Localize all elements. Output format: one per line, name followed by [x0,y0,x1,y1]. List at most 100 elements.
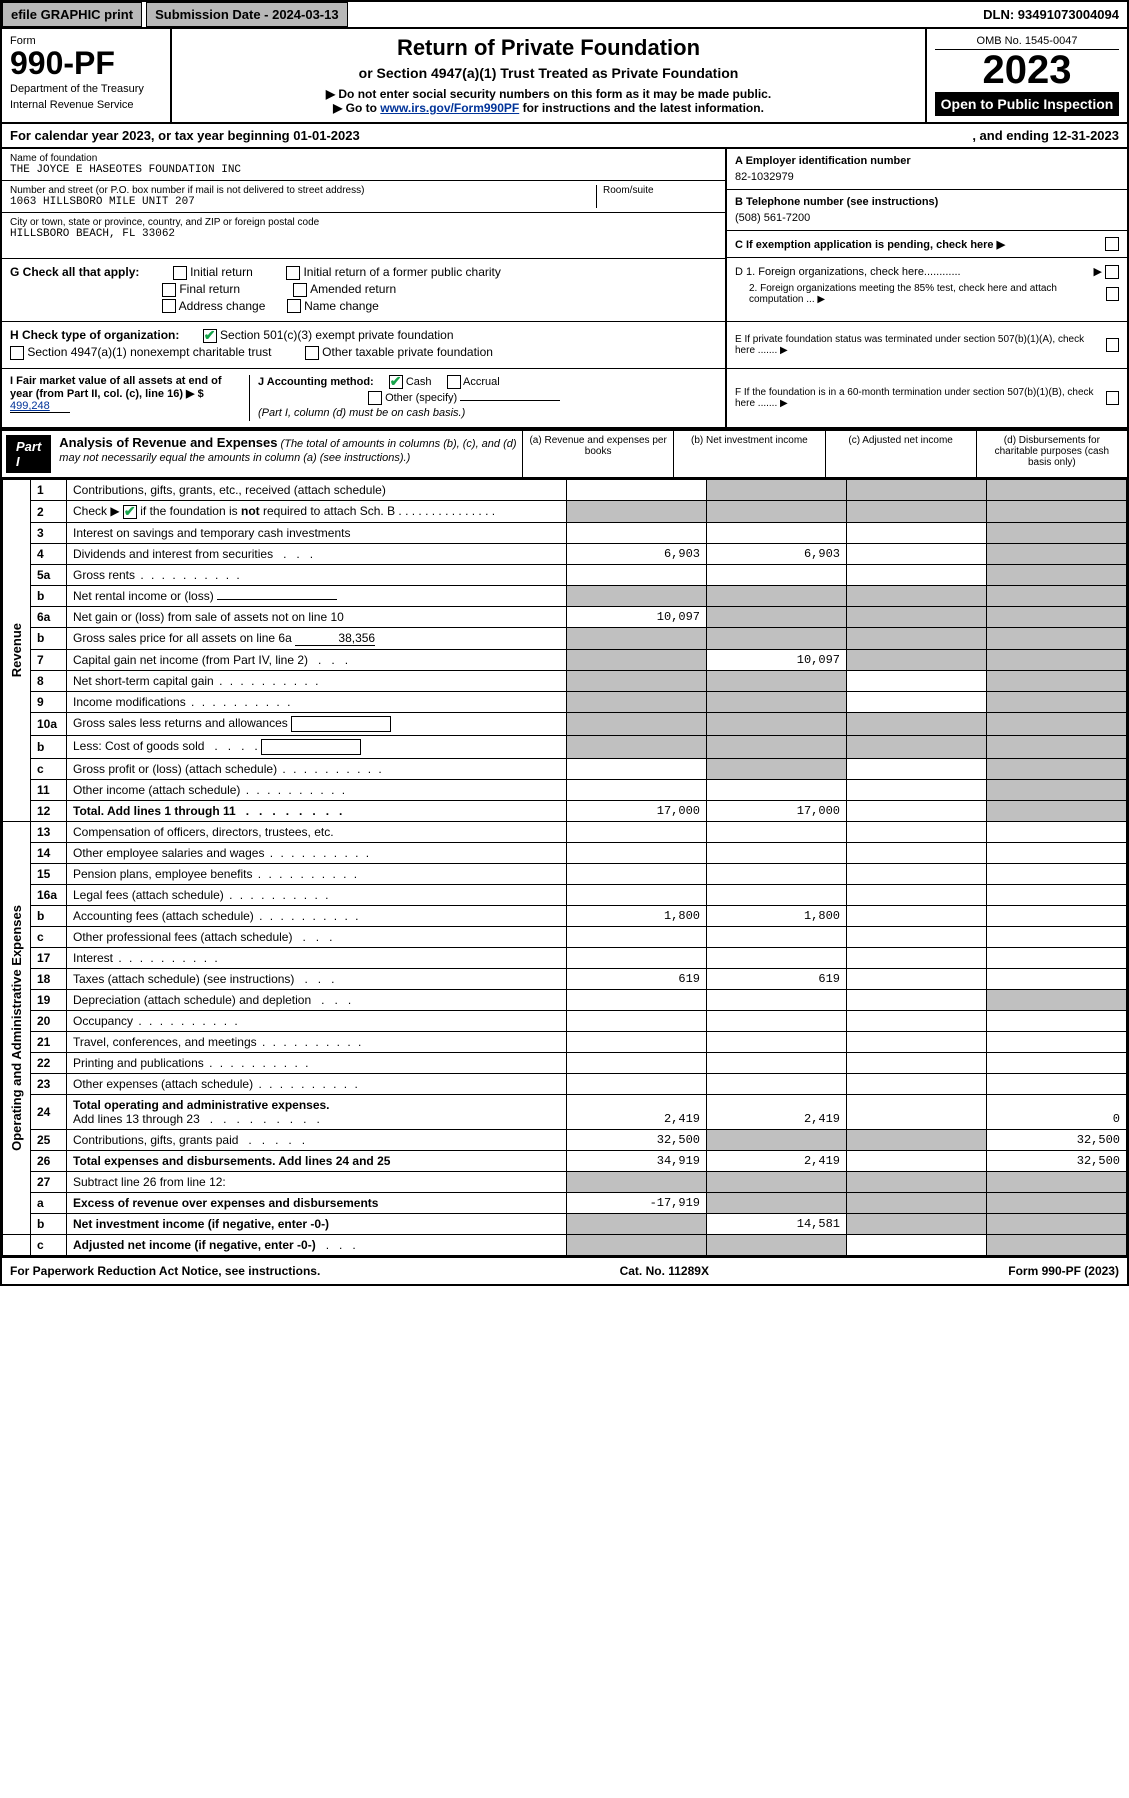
line-num: 22 [31,1052,67,1073]
line-num: 23 [31,1073,67,1094]
col-c-head: (c) Adjusted net income [825,431,976,477]
room-block: Room/suite [597,185,717,208]
r6b-a [567,627,707,649]
final-return-label: Final return [179,282,240,296]
row-21-desc: Travel, conferences, and meetings [67,1031,567,1052]
expenses-sidelabel: Operating and Administrative Expenses [3,821,31,1234]
r6a-c [847,606,987,627]
r23-d [987,1073,1127,1094]
r7-txt: Capital gain net income (from Part IV, l… [73,653,308,667]
r17-d [987,947,1127,968]
r27b-d [987,1213,1127,1234]
row-3-desc: Interest on savings and temporary cash i… [67,522,567,543]
part1-header-row: Part I Analysis of Revenue and Expenses … [2,429,1127,479]
r10a-box[interactable] [291,716,391,732]
exemption-checkbox[interactable] [1105,237,1119,251]
r24-b: 2,419 [707,1094,847,1129]
r10b-box[interactable] [261,739,361,755]
r8-a [567,670,707,691]
initial-return-checkbox[interactable] [173,266,187,280]
row-27a-desc: Excess of revenue over expenses and disb… [67,1192,567,1213]
note-goto: ▶ Go to www.irs.gov/Form990PF for instru… [184,101,913,115]
line-num: 8 [31,670,67,691]
amended-checkbox[interactable] [293,283,307,297]
r6b-value: 38,356 [295,631,375,646]
row-22-desc: Printing and publications [67,1052,567,1073]
line-num: 5a [31,564,67,585]
r19-txt: Depreciation (attach schedule) and deple… [73,993,311,1007]
r12-c [847,800,987,821]
r16a-b [707,884,847,905]
accrual-checkbox[interactable] [447,375,461,389]
addr-label: Number and street (or P.O. box number if… [10,185,590,196]
r2-d [987,501,1127,523]
r8-b [707,670,847,691]
foundation-name-block: Name of foundation THE JOYCE E HASEOTES … [2,149,725,181]
final-return-checkbox[interactable] [162,283,176,297]
r25-d: 32,500 [987,1129,1127,1150]
line-num: 14 [31,842,67,863]
other-specify-field[interactable] [460,400,560,401]
d2-checkbox[interactable] [1106,287,1119,301]
501c3-checkbox[interactable] [203,329,217,343]
row-8: 8Net short-term capital gain [3,670,1127,691]
line-num: b [31,905,67,926]
r16a-c [847,884,987,905]
r22-c [847,1052,987,1073]
row-10a-desc: Gross sales less returns and allowances [67,712,567,735]
efile-button[interactable]: efile GRAPHIC print [2,2,142,27]
form-url-link[interactable]: www.irs.gov/Form990PF [380,101,519,115]
r1-d [987,480,1127,501]
part1-badge: Part I [6,435,51,473]
row-13: Operating and Administrative Expenses 13… [3,821,1127,842]
row-18: 18Taxes (attach schedule) (see instructi… [3,968,1127,989]
r16c-d [987,926,1127,947]
row-26: 26Total expenses and disbursements. Add … [3,1150,1127,1171]
r3-d [987,522,1127,543]
line-num: 24 [31,1094,67,1129]
r7-a [567,649,707,670]
e-label: E If private foundation status was termi… [735,334,1106,356]
section-g-d: G Check all that apply: Initial return I… [2,259,1127,322]
row-22: 22Printing and publications [3,1052,1127,1073]
row-2: 2 Check ▶ if the foundation is not requi… [3,501,1127,523]
j-note: (Part I, column (d) must be on cash basi… [258,407,717,419]
other-taxable-checkbox[interactable] [305,346,319,360]
fmv-value-link[interactable]: 499,248 [10,400,70,413]
d1-checkbox[interactable] [1105,265,1119,279]
street-block: Number and street (or P.O. box number if… [10,185,597,208]
address-change-checkbox[interactable] [162,299,176,313]
exemption-pending-block: C If exemption application is pending, c… [727,231,1127,258]
line-num: 25 [31,1129,67,1150]
r21-b [707,1031,847,1052]
row-23: 23Other expenses (attach schedule) [3,1073,1127,1094]
row-6a-desc: Net gain or (loss) from sale of assets n… [67,606,567,627]
initial-former-checkbox[interactable] [286,266,300,280]
r21-c [847,1031,987,1052]
4947-checkbox[interactable] [10,346,24,360]
schb-checkbox[interactable] [123,505,137,519]
cash-checkbox[interactable] [389,375,403,389]
r12-d [987,800,1127,821]
form-footer-ref: Form 990-PF (2023) [1008,1264,1119,1278]
f-checkbox[interactable] [1106,391,1119,405]
r16b-a: 1,800 [567,905,707,926]
r7-c [847,649,987,670]
r5b-field[interactable] [217,599,337,600]
entity-row: Name of foundation THE JOYCE E HASEOTES … [2,149,1127,259]
row-8-desc: Net short-term capital gain [67,670,567,691]
row-25: 25Contributions, gifts, grants paid . . … [3,1129,1127,1150]
other-method-checkbox[interactable] [368,391,382,405]
name-change-checkbox[interactable] [287,299,301,313]
part1-title-text: Analysis of Revenue and Expenses (The to… [51,435,518,464]
r10a-d [987,712,1127,735]
e-checkbox[interactable] [1106,338,1119,352]
r15-b [707,863,847,884]
r5a-c [847,564,987,585]
row-2-desc: Check ▶ if the foundation is not require… [67,501,567,523]
row-10c: cGross profit or (loss) (attach schedule… [3,758,1127,779]
r5b-a [567,585,707,606]
footer: For Paperwork Reduction Act Notice, see … [2,1256,1127,1284]
r17-c [847,947,987,968]
line-num: 12 [31,800,67,821]
